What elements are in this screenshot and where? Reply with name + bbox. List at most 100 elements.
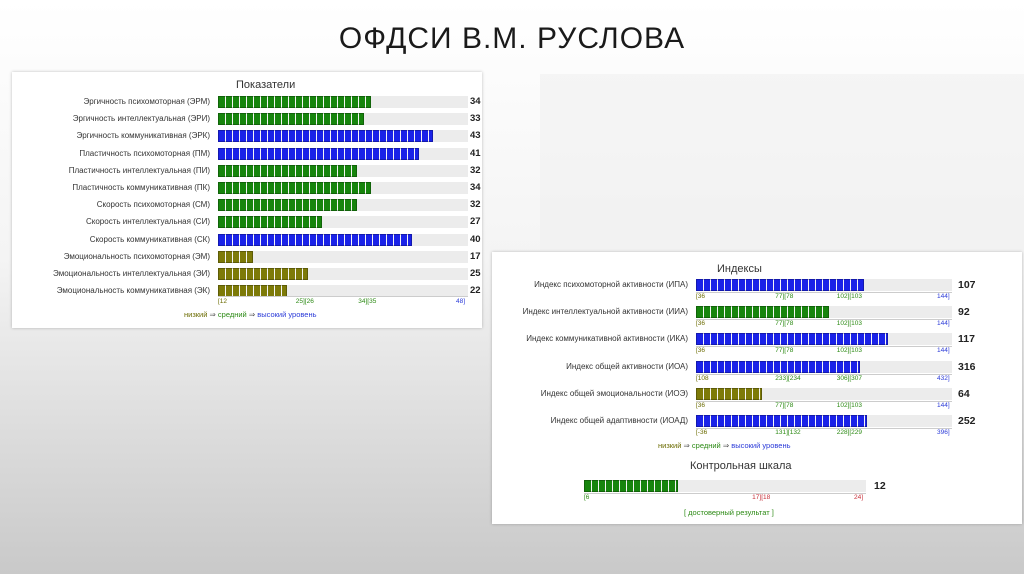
indicator-track [218, 113, 468, 126]
indicators-scale [218, 296, 468, 306]
index-bar [696, 360, 861, 373]
index-scale-tick: 77][78 [775, 293, 794, 300]
legend-arrow: ⇒ [248, 310, 256, 319]
index-scale-tick: 228][229 [836, 429, 863, 436]
index-label: Индекс психомоторной активности (ИПА) [534, 280, 688, 289]
index-bar [696, 415, 867, 427]
indicator-label: Скорость интеллектуальная (СИ) [85, 217, 210, 227]
legend-mid: средний [217, 310, 247, 319]
index-label: Индекс коммуникативной активности (ИКА) [526, 334, 688, 344]
indicator-track [218, 96, 468, 108]
control-track [584, 480, 866, 492]
index-scale-tick: 102][103 [836, 293, 863, 300]
indicator-bar [218, 113, 364, 126]
index-scale-tick: 144] [937, 347, 950, 355]
index-label: Индекс общей эмоциональности (ИОЭ) [540, 388, 688, 398]
index-scale [696, 319, 952, 329]
indicator-scale-tick: [12 [218, 298, 228, 305]
legend-high: высокий уровень [731, 441, 791, 450]
indicator-bar [218, 233, 413, 246]
indicators-legend: низкий ⇒ средний ⇒ высокий уровень [184, 310, 317, 319]
indicator-track [218, 250, 468, 263]
indicator-label: Эмоциональность коммуникативная (ЭК) [56, 286, 210, 296]
index-bar [696, 279, 865, 291]
index-scale-tick: 144] [937, 293, 950, 300]
indicator-value: 40 [470, 233, 481, 245]
index-track [696, 279, 952, 291]
indicators-chart-panel: Показатели Эргичность психомоторная (ЭРМ… [12, 72, 482, 328]
indicators-chart-title: Показатели [236, 79, 296, 91]
background-panel [540, 74, 1024, 250]
indicator-track [218, 268, 468, 280]
indicator-label: Скорость психомоторная (СМ) [96, 200, 210, 210]
indicator-label: Эмоциональность психомоторная (ЭМ) [63, 251, 210, 261]
indicator-bar [218, 182, 371, 194]
index-scale-tick: 131][132 [775, 429, 801, 436]
indicator-track [218, 216, 468, 229]
index-scale-tick: 102][103 [836, 347, 863, 355]
index-scale-tick: 77][78 [775, 401, 794, 409]
indicator-track [218, 233, 468, 246]
indicator-value: 34 [470, 182, 481, 193]
index-track [696, 306, 952, 319]
indicator-label: Эргичность интеллектуальная (ЭРИ) [72, 114, 210, 124]
index-scale [696, 373, 952, 384]
legend-high: высокий уровень [257, 310, 317, 319]
index-scale-tick: 77][78 [775, 347, 794, 355]
index-track [696, 360, 952, 373]
indicator-bar [218, 268, 309, 280]
indicator-scale-tick: 48] [456, 298, 466, 305]
index-track [696, 415, 952, 427]
indicator-track [218, 182, 468, 194]
index-track [696, 333, 952, 346]
indicator-track [218, 147, 468, 160]
control-bar [584, 480, 678, 492]
index-scale-tick: 396] [937, 429, 950, 436]
index-scale-tick: 77][78 [775, 320, 794, 328]
index-bar [696, 333, 888, 346]
index-scale [696, 428, 952, 438]
index-scale-tick: [36 [696, 347, 706, 355]
index-label: Индекс общей активности (ИОА) [566, 361, 688, 371]
index-track [696, 387, 952, 400]
control-scale-title: Контрольная шкала [690, 460, 792, 472]
index-scale-tick: 306][307 [836, 374, 863, 382]
index-value: 64 [958, 387, 970, 400]
indicator-label: Эмоциональность интеллектуальная (ЭИ) [53, 269, 210, 278]
legend-arrow: ⇒ [722, 441, 730, 450]
indicator-value: 27 [470, 216, 481, 228]
indicator-bar [218, 216, 323, 229]
index-label: Индекс интеллектуальной активности (ИИА) [522, 307, 688, 317]
indicator-bar [218, 250, 253, 263]
index-bar [696, 306, 829, 319]
legend-low: низкий [658, 441, 682, 450]
index-scale-tick: [36 [696, 320, 706, 328]
control-scale-line [584, 493, 866, 503]
legend-arrow: ⇒ [683, 441, 690, 450]
index-scale-tick: [108 [696, 374, 709, 382]
indicator-value: 33 [470, 113, 481, 125]
slide-title: ОФДСИ В.М. РУСЛОВА [338, 22, 686, 55]
index-scale [696, 400, 952, 411]
indicator-scale-tick: 34][35 [358, 298, 377, 305]
indicator-bar [218, 199, 357, 212]
index-scale-tick: 102][103 [836, 401, 863, 409]
indicator-bar [218, 130, 434, 143]
index-scale-tick: [36 [696, 401, 706, 409]
indicator-track [218, 164, 468, 177]
legend-arrow: ⇒ [209, 310, 216, 319]
indicator-label: Пластичность психомоторная (ПМ) [79, 148, 210, 158]
index-scale-tick: 144] [937, 401, 950, 409]
indices-legend: низкий ⇒ средний ⇒ высокий уровень [658, 441, 791, 450]
indicator-label: Пластичность интеллектуальная (ПИ) [68, 165, 210, 175]
legend-low: низкий [184, 310, 208, 319]
indicator-bar [218, 147, 420, 160]
indicator-value: 43 [470, 130, 481, 142]
indicator-track [218, 199, 468, 212]
indices-chart-title: Индексы [717, 263, 762, 275]
control-value: 12 [874, 480, 886, 492]
index-value: 92 [958, 306, 970, 319]
index-value: 316 [958, 360, 976, 373]
indicator-label: Эргичность психомоторная (ЭРМ) [83, 97, 211, 106]
control-scale-verdict: [ достоверный результат ] [684, 508, 774, 517]
